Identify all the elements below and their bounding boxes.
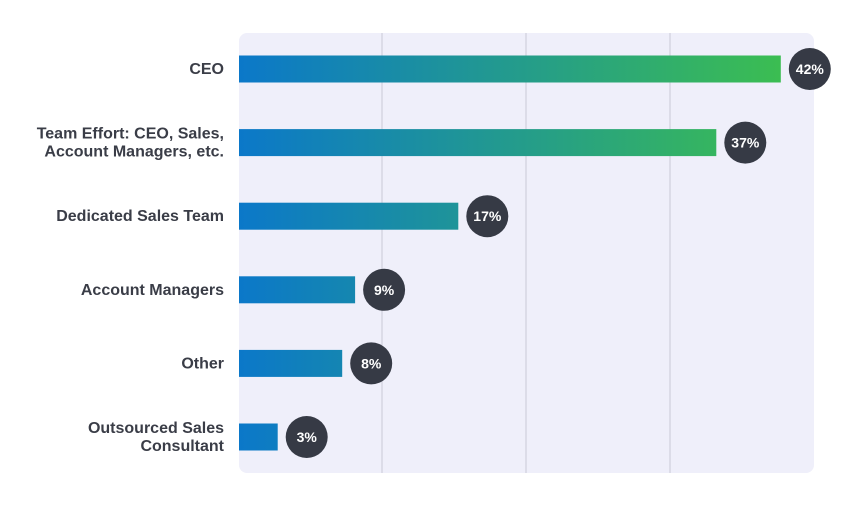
- value-label: 17%: [473, 208, 502, 224]
- bar: [239, 349, 343, 377]
- value-badge: 9%: [363, 268, 406, 311]
- category-label: Account Managers: [81, 282, 224, 299]
- value-label: 42%: [796, 61, 825, 77]
- value-badge-circle: [285, 416, 328, 458]
- category-label-line: Dedicated Sales Team: [56, 208, 224, 225]
- value-badge-circle: [363, 268, 406, 311]
- gridlines: [381, 33, 671, 473]
- value-label: 3%: [297, 429, 318, 445]
- bar: [239, 129, 717, 157]
- category-label: CEO: [189, 61, 224, 78]
- category-label-line: Account Managers: [81, 282, 224, 299]
- value-badge-circle: [788, 48, 831, 90]
- value-badge: 37%: [724, 121, 767, 164]
- value-badge: 3%: [285, 416, 328, 458]
- value-badge-circle: [350, 342, 393, 385]
- value-label: 37%: [731, 135, 760, 151]
- bar: [239, 276, 356, 304]
- category-label: Team Effort: CEO, Sales, Account Managers…: [37, 126, 224, 161]
- category-label: Dedicated Sales Team: [56, 208, 224, 225]
- category-label-line: Account Managers, etc.: [44, 144, 224, 161]
- category-label-line: Team Effort: CEO, Sales,: [37, 126, 224, 143]
- category-label: Outsourced Sales Consultant: [88, 420, 225, 455]
- value-badge: 17%: [466, 195, 509, 238]
- value-badges: 42% 37% 17% 9% 8% 3%: [285, 48, 831, 458]
- category-label-line: Other: [181, 355, 224, 372]
- value-badge-circle: [466, 195, 509, 238]
- bar: [239, 202, 459, 230]
- value-badge: 42%: [788, 48, 831, 90]
- value-label: 9%: [374, 282, 395, 298]
- value-badge: 8%: [350, 342, 393, 385]
- value-label: 8%: [361, 355, 382, 371]
- bar: [239, 55, 781, 83]
- category-label-line: Outsourced Sales: [88, 420, 224, 437]
- value-badge-circle: [724, 121, 767, 164]
- category-label-line: CEO: [189, 61, 224, 78]
- category-label: Other: [181, 355, 224, 372]
- bar: [239, 423, 278, 451]
- bars: [239, 55, 781, 451]
- category-label-line: Consultant: [140, 438, 224, 455]
